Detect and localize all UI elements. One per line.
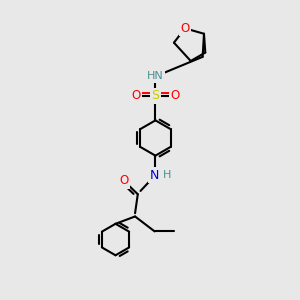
Text: O: O <box>180 22 190 35</box>
Text: S: S <box>152 89 159 102</box>
Text: O: O <box>119 174 128 187</box>
Text: HN: HN <box>147 71 164 81</box>
Text: H: H <box>163 170 171 180</box>
Text: N: N <box>149 169 159 182</box>
Text: O: O <box>131 89 140 102</box>
Text: O: O <box>170 89 180 102</box>
